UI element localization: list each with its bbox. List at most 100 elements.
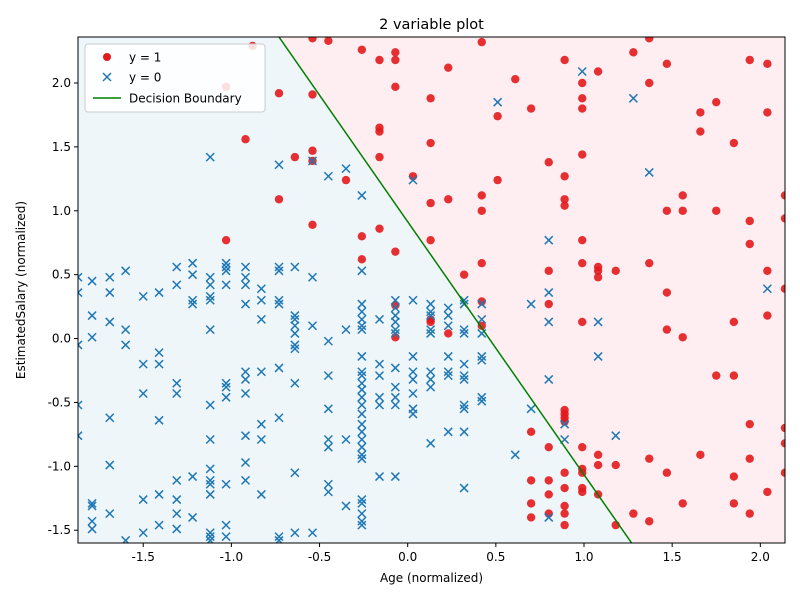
scatter-point-y1 bbox=[560, 417, 569, 426]
scatter-point-y0 bbox=[357, 385, 367, 395]
scatter-point-y1 bbox=[593, 266, 603, 276]
scatter-point-y1 bbox=[662, 325, 672, 334]
scatter-point-y0 bbox=[240, 280, 251, 290]
scatter-point-y0 bbox=[205, 325, 215, 335]
scatter-point-y1 bbox=[729, 499, 739, 508]
scatter-point-y1 bbox=[357, 255, 367, 264]
scatter-point-y0 bbox=[221, 266, 231, 276]
scatter-point-y1 bbox=[477, 258, 486, 268]
scatter-point-y0 bbox=[426, 438, 436, 448]
scatter-point-y0 bbox=[443, 371, 453, 381]
scatter-point-y1 bbox=[745, 454, 754, 463]
scatter-point-y0 bbox=[544, 374, 554, 384]
scatter-point-y0 bbox=[256, 434, 266, 445]
scatter-point-y1 bbox=[678, 333, 687, 342]
scatter-point-y0 bbox=[205, 400, 215, 410]
scatter-point-y1 bbox=[593, 67, 603, 76]
scatter-point-y1 bbox=[308, 220, 317, 230]
scatter-point-y0 bbox=[290, 311, 300, 321]
scatter-point-y0 bbox=[477, 299, 487, 309]
scatter-point-y0 bbox=[357, 351, 367, 361]
scatter-point-y0 bbox=[477, 396, 487, 406]
scatter-point-y1 bbox=[763, 266, 772, 276]
scatter-point-y0 bbox=[408, 367, 418, 377]
scatter-point-y0 bbox=[628, 93, 638, 103]
scatter-point-y0 bbox=[154, 359, 164, 369]
scatter-point-y1 bbox=[629, 509, 638, 518]
scatter-point-y1 bbox=[763, 59, 772, 69]
scatter-point-y0 bbox=[105, 272, 115, 282]
scatter-point-y1 bbox=[324, 37, 333, 46]
scatter-point-y0 bbox=[390, 317, 400, 327]
legend-label-y0: y = 0 bbox=[129, 71, 161, 85]
scatter-point-y0 bbox=[390, 382, 400, 392]
legend-marker-y0 bbox=[102, 72, 112, 82]
scatter-point-y0 bbox=[154, 489, 164, 499]
y-tick-label: 0.0 bbox=[52, 332, 71, 346]
scatter-point-y0 bbox=[307, 321, 318, 331]
scatter-point-y0 bbox=[357, 495, 367, 505]
scatter-point-y0 bbox=[274, 266, 284, 276]
scatter-point-y0 bbox=[274, 363, 284, 373]
scatter-point-y0 bbox=[221, 392, 231, 402]
scatter-point-y1 bbox=[274, 89, 284, 98]
scatter-point-y0 bbox=[357, 307, 367, 317]
scatter-point-y0 bbox=[408, 374, 418, 384]
legend-label-y1: y = 1 bbox=[129, 51, 161, 65]
x-tick-label: 1.5 bbox=[663, 550, 682, 564]
scatter-point-y0 bbox=[188, 512, 198, 522]
scatter-point-y1 bbox=[645, 78, 654, 88]
scatter-point-y1 bbox=[221, 235, 231, 245]
scatter-point-y0 bbox=[105, 288, 115, 298]
scatter-point-y0 bbox=[459, 404, 469, 414]
scatter-point-y1 bbox=[729, 472, 739, 481]
scatter-point-y1 bbox=[696, 450, 705, 460]
scatter-point-y1 bbox=[696, 127, 705, 136]
scatter-point-y0 bbox=[221, 378, 231, 388]
scatter-point-y1 bbox=[426, 198, 435, 208]
scatter-point-y0 bbox=[307, 156, 318, 166]
scatter-point-y0 bbox=[426, 307, 436, 317]
scatter-point-y1 bbox=[241, 135, 250, 144]
x-tick-label: 0.0 bbox=[398, 550, 417, 564]
scatter-point-y1 bbox=[780, 468, 785, 477]
scatter-point-y0 bbox=[274, 299, 284, 309]
scatter-point-y0 bbox=[408, 351, 418, 361]
scatter-point-y0 bbox=[593, 351, 603, 361]
scatter-point-y1 bbox=[729, 371, 739, 380]
scatter-point-y0 bbox=[644, 167, 654, 177]
scatter-point-y0 bbox=[290, 344, 300, 354]
scatter-point-y0 bbox=[290, 262, 300, 272]
scatter-point-y0 bbox=[138, 495, 148, 505]
y-tick-label: -1.5 bbox=[48, 523, 71, 537]
scatter-point-y1 bbox=[426, 235, 435, 245]
scatter-point-y1 bbox=[745, 419, 754, 429]
scatter-point-y0 bbox=[357, 427, 367, 437]
scatter-point-y0 bbox=[205, 464, 215, 474]
scatter-point-y0 bbox=[290, 468, 300, 478]
scatter-point-y0 bbox=[544, 317, 554, 327]
scatter-point-y1 bbox=[593, 450, 603, 460]
scatter-point-y0 bbox=[374, 392, 385, 402]
scatter-point-y0 bbox=[290, 321, 300, 331]
scatter-point-y0 bbox=[240, 374, 251, 384]
scatter-point-y0 bbox=[78, 431, 83, 441]
scatter-point-y1 bbox=[745, 216, 754, 226]
series-y0 bbox=[78, 66, 772, 543]
scatter-point-y1 bbox=[578, 487, 587, 497]
scatter-point-y0 bbox=[357, 409, 367, 419]
scatter-point-y0 bbox=[341, 434, 351, 445]
scatter-point-y0 bbox=[426, 311, 436, 321]
scatter-point-y1 bbox=[511, 74, 520, 84]
scatter-point-y0 bbox=[205, 272, 215, 282]
scatter-point-y0 bbox=[510, 450, 520, 460]
scatter-point-y0 bbox=[477, 351, 487, 361]
scatter-point-y0 bbox=[256, 489, 266, 499]
scatter-point-y0 bbox=[459, 371, 469, 381]
scatter-point-y0 bbox=[426, 367, 436, 377]
scatter-point-y1 bbox=[426, 138, 435, 148]
scatter-point-y0 bbox=[240, 388, 251, 399]
scatter-point-y1 bbox=[678, 206, 687, 215]
scatter-point-y1 bbox=[763, 108, 772, 117]
scatter-point-y0 bbox=[78, 400, 83, 410]
